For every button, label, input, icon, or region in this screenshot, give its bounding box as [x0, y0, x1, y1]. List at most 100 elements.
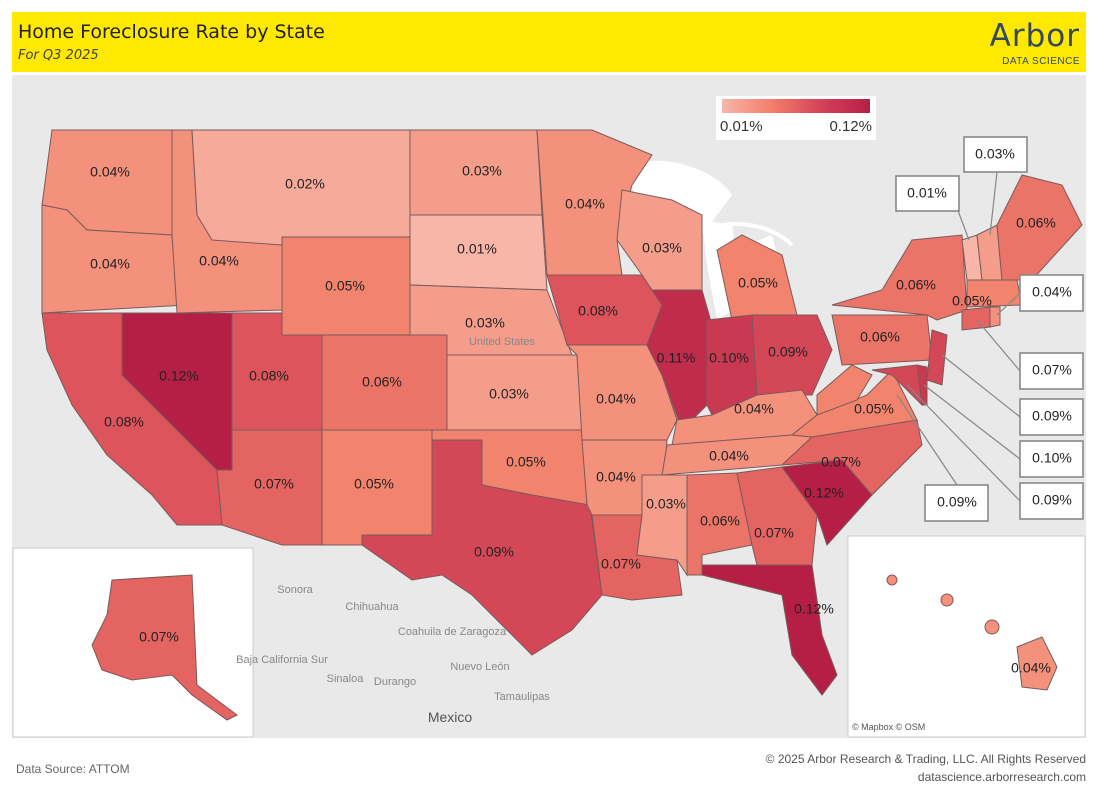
label-coahuila: Coahuila de Zaragoza — [398, 626, 507, 638]
state-label-mi: 0.05% — [738, 275, 778, 291]
logo-tagline: DATA SCIENCE — [1002, 56, 1080, 67]
state-label-tx: 0.09% — [474, 544, 514, 560]
callout-boxes: 0.01% 0.03% 0.04% 0.07% 0.09% 0.10% 0.09… — [895, 136, 1084, 522]
page-title: Home Foreclosure Rate by State — [18, 21, 325, 43]
state-label-ca: 0.08% — [104, 414, 144, 430]
leader-nh — [989, 171, 998, 236]
map-attribution[interactable]: © Mapbox © OSM — [852, 722, 926, 732]
state-ak[interactable] — [91, 574, 238, 721]
state-label-ut: 0.08% — [249, 368, 289, 384]
callout-dc-box — [924, 484, 989, 522]
state-label-in: 0.10% — [709, 350, 749, 366]
callout-md-box — [1019, 482, 1084, 520]
header-banner: Home Foreclosure Rate by State For Q3 20… — [12, 12, 1086, 72]
hawaii-inset-frame — [847, 535, 1086, 738]
state-label-or: 0.04% — [90, 256, 130, 272]
callout-nh: 0.03% — [975, 146, 1015, 162]
state-mi[interactable] — [716, 234, 798, 321]
label-nuevo-leon: Nuevo León — [450, 661, 509, 673]
leader-nj — [941, 354, 1021, 418]
state-ny[interactable] — [831, 234, 968, 321]
state-label-sd: 0.01% — [457, 241, 497, 257]
label-mexico: Mexico — [428, 709, 473, 725]
state-value-labels: 0.04% 0.04% 0.08% 0.12% 0.04% 0.02% 0.05… — [90, 163, 1056, 676]
state-label-oh: 0.09% — [768, 344, 808, 360]
state-label-id: 0.04% — [199, 253, 239, 269]
state-label-la: 0.07% — [601, 556, 641, 572]
state-label-nv: 0.12% — [159, 368, 199, 384]
state-label-nm: 0.05% — [354, 476, 394, 492]
leader-de — [923, 384, 1021, 460]
callout-ct: 0.07% — [1032, 362, 1072, 378]
state-label-sc: 0.12% — [804, 485, 844, 501]
state-label-hi: 0.04% — [1011, 660, 1051, 676]
state-ri[interactable] — [989, 306, 1001, 328]
callout-leaders — [896, 171, 1021, 502]
state-label-ga: 0.07% — [754, 525, 794, 541]
callout-de: 0.10% — [1032, 450, 1072, 466]
state-ct[interactable] — [961, 306, 991, 331]
state-label-al: 0.06% — [700, 513, 740, 529]
website-link[interactable]: datascience.arborresearch.com — [917, 770, 1086, 784]
state-label-wi: 0.03% — [642, 240, 682, 256]
leader-dc — [896, 394, 958, 486]
label-durango: Durango — [374, 676, 416, 688]
legend-gradient-bar — [722, 99, 870, 113]
state-label-mt: 0.02% — [285, 176, 325, 192]
legend-min-label: 0.01% — [720, 118, 763, 135]
callout-vt-box — [895, 175, 960, 212]
state-tx[interactable] — [361, 439, 603, 656]
callout-ri: 0.04% — [1032, 284, 1072, 300]
state-label-ma: 0.05% — [952, 293, 992, 309]
leader-ct — [976, 319, 1021, 372]
logo-wordmark: Arbor — [989, 18, 1080, 54]
hawaii-island-oahu[interactable] — [940, 593, 954, 607]
state-label-az: 0.07% — [254, 476, 294, 492]
label-chihuahua: Chihuahua — [345, 601, 399, 613]
state-label-ne: 0.03% — [465, 315, 505, 331]
leader-md — [906, 384, 1021, 502]
hawaii-island-maui[interactable] — [984, 619, 1000, 635]
us-choropleth-map[interactable]: United States Mexico Sonora Chihuahua Co… — [12, 75, 1086, 738]
callout-vt: 0.01% — [907, 185, 947, 201]
state-wv[interactable] — [816, 364, 873, 416]
map-view[interactable]: United States Mexico Sonora Chihuahua Co… — [12, 75, 1086, 738]
state-label-va: 0.05% — [854, 401, 894, 417]
callout-md: 0.09% — [1032, 492, 1072, 508]
leader-ri — [996, 292, 1021, 316]
state-nj[interactable] — [926, 329, 948, 386]
page-subtitle: For Q3 2025 — [18, 48, 99, 63]
state-label-ky: 0.04% — [734, 401, 774, 417]
hawaii-island-kauai[interactable] — [886, 574, 898, 586]
great-lakes-shore — [691, 222, 794, 247]
color-legend: 0.01% 0.12% — [716, 96, 876, 140]
state-fl[interactable] — [701, 564, 838, 696]
state-label-me: 0.06% — [1016, 215, 1056, 231]
state-hi[interactable] — [1016, 636, 1058, 691]
callout-ct-box — [1019, 352, 1084, 390]
state-label-ms: 0.03% — [646, 496, 686, 512]
label-united-states: United States — [469, 336, 536, 348]
state-label-mo: 0.04% — [596, 391, 636, 407]
state-label-nd: 0.03% — [462, 163, 502, 179]
copyright-notice: © 2025 Arbor Research & Trading, LLC. Al… — [765, 752, 1086, 766]
state-label-wa: 0.04% — [90, 164, 130, 180]
state-label-ny: 0.06% — [896, 277, 936, 293]
state-label-wy: 0.05% — [325, 278, 365, 294]
data-source: Data Source: ATTOM — [16, 762, 130, 776]
callout-de-box — [1019, 440, 1084, 478]
state-me[interactable] — [996, 174, 1083, 281]
state-label-co: 0.06% — [362, 374, 402, 390]
state-label-ks: 0.03% — [489, 386, 529, 402]
label-tamaulipas: Tamaulipas — [494, 691, 550, 703]
state-label-ok: 0.05% — [506, 454, 546, 470]
state-label-nc: 0.07% — [821, 454, 861, 470]
leader-vt — [956, 207, 970, 241]
state-label-mn: 0.04% — [565, 196, 605, 212]
label-sonora: Sonora — [277, 584, 313, 596]
callout-dc: 0.09% — [937, 494, 977, 510]
callout-nj-box — [1019, 398, 1084, 436]
state-label-pa: 0.06% — [860, 329, 900, 345]
label-sinaloa: Sinaloa — [327, 673, 365, 685]
legend-max-label: 0.12% — [829, 118, 872, 135]
